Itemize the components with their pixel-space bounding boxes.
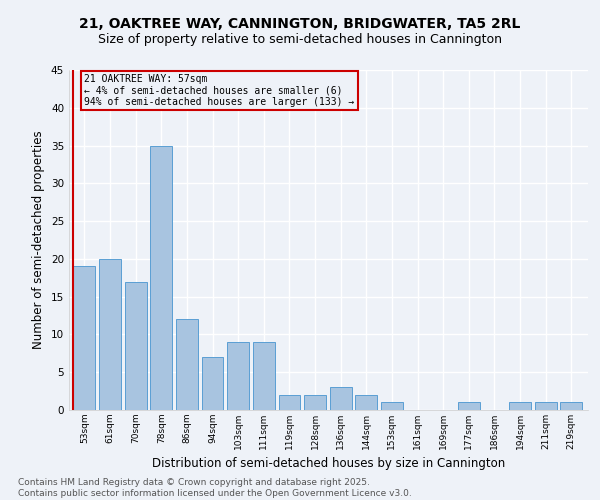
Text: Contains HM Land Registry data © Crown copyright and database right 2025.
Contai: Contains HM Land Registry data © Crown c… bbox=[18, 478, 412, 498]
Bar bbox=[304, 395, 326, 410]
Bar bbox=[535, 402, 557, 410]
Bar bbox=[253, 342, 275, 410]
Bar bbox=[355, 395, 377, 410]
Bar bbox=[99, 259, 121, 410]
Bar bbox=[73, 266, 95, 410]
Bar bbox=[151, 146, 172, 410]
Bar bbox=[560, 402, 582, 410]
Text: Size of property relative to semi-detached houses in Cannington: Size of property relative to semi-detach… bbox=[98, 32, 502, 46]
Bar bbox=[227, 342, 249, 410]
Bar bbox=[125, 282, 146, 410]
Bar bbox=[176, 320, 198, 410]
Bar bbox=[458, 402, 480, 410]
Y-axis label: Number of semi-detached properties: Number of semi-detached properties bbox=[32, 130, 46, 350]
Text: 21 OAKTREE WAY: 57sqm
← 4% of semi-detached houses are smaller (6)
94% of semi-d: 21 OAKTREE WAY: 57sqm ← 4% of semi-detac… bbox=[85, 74, 355, 107]
Bar bbox=[381, 402, 403, 410]
X-axis label: Distribution of semi-detached houses by size in Cannington: Distribution of semi-detached houses by … bbox=[152, 458, 505, 470]
Bar bbox=[278, 395, 301, 410]
Bar bbox=[330, 388, 352, 410]
Bar bbox=[509, 402, 531, 410]
Text: 21, OAKTREE WAY, CANNINGTON, BRIDGWATER, TA5 2RL: 21, OAKTREE WAY, CANNINGTON, BRIDGWATER,… bbox=[79, 18, 521, 32]
Bar bbox=[202, 357, 223, 410]
